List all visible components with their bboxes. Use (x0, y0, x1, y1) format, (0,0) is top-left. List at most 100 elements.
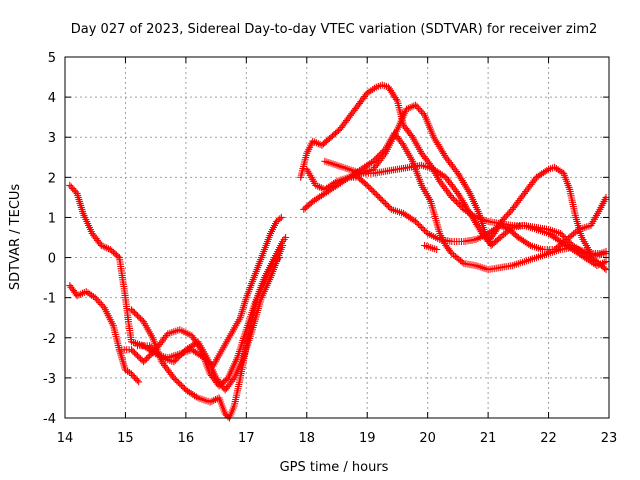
data-point (421, 227, 429, 234)
y-tick-label: 4 (48, 91, 56, 106)
y-tick-label: 0 (48, 252, 56, 267)
data-point (372, 154, 380, 162)
data-point (380, 147, 388, 155)
data-point (137, 355, 145, 363)
data-point (564, 234, 572, 242)
chart-title: Day 027 of 2023, Sidereal Day-to-day VTE… (71, 22, 598, 37)
data-point (570, 230, 578, 238)
data-point (499, 215, 507, 223)
data-point (153, 349, 161, 357)
data-point (131, 309, 138, 317)
data-point (129, 372, 137, 379)
x-tick-label: 16 (178, 431, 195, 446)
data-point (96, 299, 104, 307)
data-point (384, 202, 392, 210)
series-track-8 (303, 165, 610, 253)
data-point (132, 310, 140, 318)
data-point (413, 103, 421, 111)
data-point (369, 187, 377, 195)
data-point (69, 185, 77, 193)
data-point (179, 383, 187, 391)
data-point (134, 312, 141, 320)
data-point (152, 348, 160, 356)
x-tick-label: 23 (601, 431, 618, 446)
x-tick-label: 17 (238, 431, 255, 446)
data-point (557, 230, 565, 237)
x-tick-label: 20 (419, 431, 436, 446)
data-point (67, 183, 75, 191)
data-point (568, 231, 576, 239)
data-point (454, 199, 462, 207)
data-point (602, 250, 610, 257)
data-point (282, 234, 290, 241)
data-point (371, 156, 379, 164)
data-point (507, 225, 515, 233)
y-tick-label: -4 (43, 412, 56, 427)
data-point (378, 148, 386, 156)
data-point (97, 300, 105, 308)
data-point (174, 353, 182, 361)
data-point (419, 110, 427, 117)
data-point (146, 352, 154, 360)
y-tick-label: -3 (43, 372, 56, 387)
data-point (602, 258, 610, 266)
series-track-5 (134, 242, 287, 394)
data-point (91, 294, 99, 302)
data-point (374, 192, 382, 200)
data-point (147, 343, 155, 351)
data-point (132, 375, 140, 383)
data-point (433, 246, 441, 253)
data-point (504, 210, 512, 218)
data-point (368, 186, 376, 194)
data-point (128, 346, 135, 354)
data-point (171, 375, 179, 383)
data-point (374, 153, 382, 161)
data-point (440, 172, 448, 180)
data-point (128, 370, 135, 378)
data-point (128, 306, 135, 314)
data-point (72, 188, 80, 196)
data-point (377, 195, 385, 203)
data-point (412, 218, 420, 225)
data-point (176, 380, 184, 388)
data-point (171, 356, 179, 364)
data-point (496, 234, 504, 241)
data-point (602, 193, 610, 201)
data-point (132, 350, 140, 358)
data-point (173, 355, 181, 363)
data-point (452, 198, 460, 206)
data-point (135, 313, 143, 321)
y-tick-label: -2 (43, 332, 56, 347)
y-tick-label: 2 (48, 171, 56, 186)
data-point (601, 264, 608, 272)
data-point (141, 356, 149, 364)
series-track-2 (66, 282, 143, 386)
data-point (449, 195, 457, 203)
x-tick-label: 15 (117, 431, 134, 446)
data-point (563, 236, 571, 243)
data-point (147, 350, 155, 358)
data-point (407, 132, 415, 139)
data-point (505, 209, 513, 217)
data-point (362, 91, 370, 99)
data-point (70, 186, 78, 194)
data-point (129, 307, 137, 315)
y-tick-label: 5 (48, 51, 56, 66)
x-tick-label: 22 (540, 431, 557, 446)
data-point (451, 252, 459, 260)
data-point (170, 374, 178, 382)
data-point (398, 140, 406, 147)
data-point (192, 393, 200, 401)
x-tick-label: 14 (57, 431, 74, 446)
data-point (457, 257, 464, 265)
data-point (455, 201, 463, 209)
series-track-11 (421, 242, 441, 253)
data-point (94, 297, 102, 305)
grid-lines (65, 57, 609, 418)
data-point (451, 196, 459, 204)
data-point (448, 193, 456, 201)
series-track-7 (300, 161, 610, 257)
data-point (365, 183, 373, 191)
x-tick-label: 19 (359, 431, 376, 446)
data-point (419, 225, 427, 233)
